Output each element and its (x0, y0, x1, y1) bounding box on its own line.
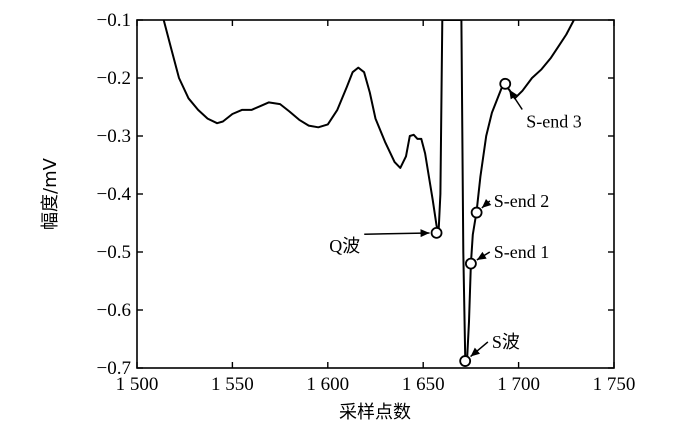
y-tick-label: −0.6 (97, 300, 131, 321)
annotation-arrow (364, 232, 430, 235)
series-line-3 (460, 20, 575, 361)
y-tick-label: −0.1 (97, 10, 131, 31)
point-marker (464, 257, 477, 270)
x-axis-title: 采样点数 (339, 402, 411, 423)
x-tick-label: 1 500 (116, 374, 159, 395)
y-tick-label: −0.5 (97, 242, 131, 263)
x-tick-label: 1 650 (402, 374, 445, 395)
annotation-label: S-end 1 (494, 242, 550, 262)
point-marker (499, 77, 512, 90)
point-marker (430, 226, 443, 239)
y-tick-label: −0.4 (97, 184, 132, 205)
y-tick-label: −0.7 (97, 358, 131, 379)
markers-layer (430, 77, 512, 367)
x-tick-label: 1 750 (593, 374, 636, 395)
series-line-1 (162, 20, 444, 235)
y-tick-label: −0.2 (97, 68, 131, 89)
annotation-label: Q波 (329, 236, 360, 256)
annotation-label: S波 (492, 332, 520, 352)
annotations-layer: Q波 S波 S-end 1 S-end 2 S-end 3 (329, 89, 582, 358)
y-axis-title: 幅度/mV (40, 157, 61, 230)
series-layer (162, 20, 575, 361)
ticks-layer: 1 500 1 550 1 600 1 650 1 700 1 750 −0.1 −0.2 −0… (97, 10, 636, 395)
x-tick-label: 1 550 (211, 374, 254, 395)
point-marker (470, 206, 483, 219)
annotation-arrowhead (481, 198, 492, 208)
x-tick-label: 1 700 (497, 374, 540, 395)
y-tick-label: −0.3 (97, 126, 131, 147)
annotation-arrowhead (470, 347, 480, 357)
annotation-arrowhead (509, 89, 518, 100)
x-tick-label: 1 600 (306, 374, 349, 395)
annotation-arrowhead (420, 229, 430, 238)
annotation-arrowhead (476, 251, 487, 260)
annotation-label: S-end 3 (526, 112, 582, 132)
point-marker (459, 355, 472, 367)
annotation-label: S-end 2 (494, 191, 550, 211)
